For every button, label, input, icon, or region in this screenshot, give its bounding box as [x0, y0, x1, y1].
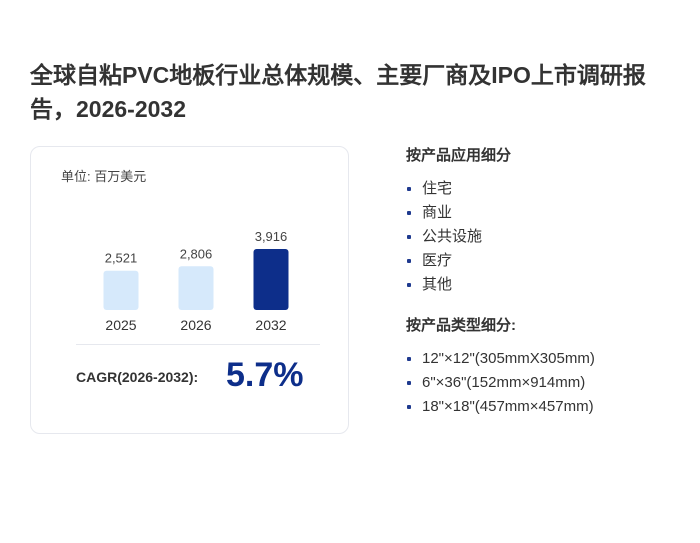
list-item: 公共设施 — [406, 225, 686, 249]
bullet-icon — [407, 357, 411, 361]
list-item-label: 公共设施 — [422, 228, 483, 245]
application-segment: 按产品应用细分 住宅 商业 公共设施 医疗 其他 — [406, 145, 686, 297]
list-item-label: 12"×12"(305mmX305mm) — [422, 350, 595, 367]
cagr-value: 5.7% — [226, 356, 304, 394]
list-item: 商业 — [406, 201, 686, 225]
bar-chart: 2,521 2025 2,806 2026 3,916 2032 — [103, 229, 289, 333]
page-title: 全球自粘PVC地板行业总体规模、主要厂商及IPO上市调研报告，2026-2032 — [30, 62, 646, 122]
bar-2026 — [178, 266, 214, 310]
list-item-label: 住宅 — [422, 180, 453, 197]
x-tick-2025: 2025 — [105, 317, 136, 333]
list-item: 6"×36"(152mm×914mm) — [406, 371, 686, 395]
x-tick-2026: 2026 — [180, 317, 211, 333]
list-item: 住宅 — [406, 177, 686, 201]
list-item-label: 商业 — [422, 204, 453, 221]
data-label-2032: 3,916 — [255, 229, 288, 244]
bar-2032 — [253, 249, 289, 310]
bullet-icon — [407, 283, 411, 287]
segment-list: 12"×12"(305mmX305mm) 6"×36"(152mm×914mm)… — [406, 347, 686, 419]
list-item: 其他 — [406, 273, 686, 297]
list-item: 医疗 — [406, 249, 686, 273]
list-item-label: 医疗 — [422, 252, 453, 269]
segment-title: 按产品应用细分 — [406, 147, 512, 164]
bullet-icon — [407, 187, 411, 191]
data-label-2026: 2,806 — [180, 246, 213, 261]
cagr-label: CAGR(2026-2032): — [76, 369, 199, 385]
unit-label: 单位: 百万美元 — [61, 169, 147, 184]
type-segment: 按产品类型细分: 12"×12"(305mmX305mm) 6"×36"(152… — [406, 315, 686, 419]
bullet-icon — [407, 211, 411, 215]
list-item-label: 6"×36"(152mm×914mm) — [422, 374, 586, 391]
bullet-icon — [407, 405, 411, 409]
list-item: 18"×18"(457mm×457mm) — [406, 395, 686, 419]
list-item-label: 其他 — [422, 276, 453, 293]
x-tick-2032: 2032 — [255, 317, 286, 333]
market-size-card: 单位: 百万美元 2,521 2025 2,806 2026 3,916 2032 CAG… — [30, 146, 349, 434]
data-label-2025: 2,521 — [105, 251, 138, 266]
list-item-label: 18"×18"(457mm×457mm) — [422, 398, 594, 415]
bullet-icon — [407, 381, 411, 385]
bullet-icon — [407, 235, 411, 239]
list-item: 12"×12"(305mmX305mm) — [406, 347, 686, 371]
segment-list: 住宅 商业 公共设施 医疗 其他 — [406, 177, 686, 297]
bullet-icon — [407, 259, 411, 263]
divider — [76, 344, 320, 345]
bar-2025 — [103, 270, 139, 310]
segment-title: 按产品类型细分: — [406, 317, 516, 334]
